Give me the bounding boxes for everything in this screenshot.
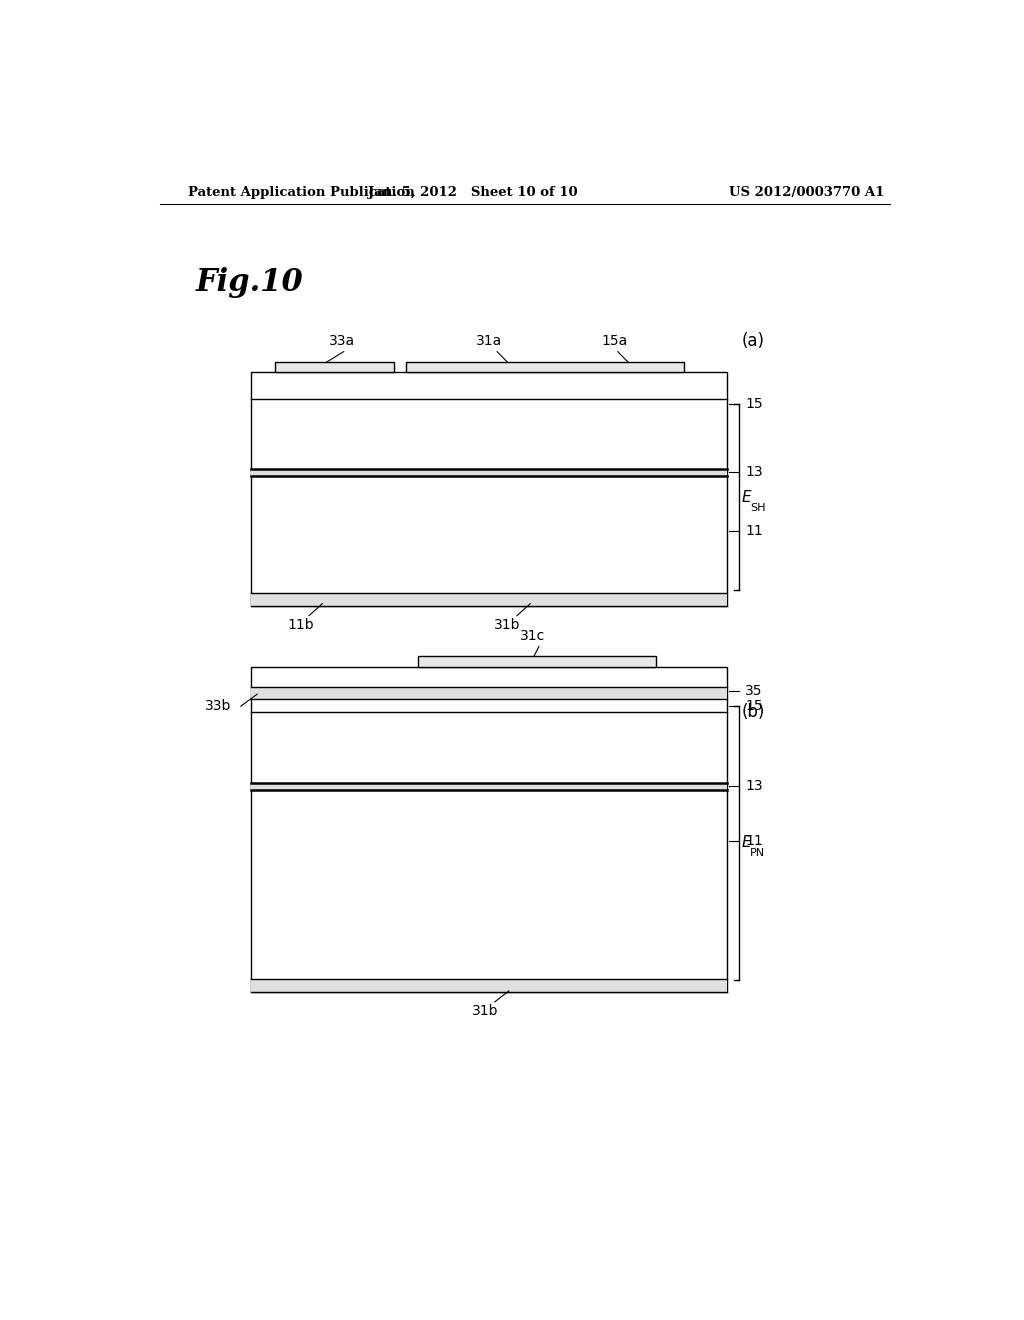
Bar bbox=[251, 470, 727, 475]
Bar bbox=[251, 686, 727, 700]
Text: 35: 35 bbox=[745, 684, 763, 698]
Text: Patent Application Publication: Patent Application Publication bbox=[187, 186, 415, 199]
Text: 33a: 33a bbox=[329, 334, 355, 348]
Text: 15a: 15a bbox=[601, 334, 628, 348]
Text: 11: 11 bbox=[745, 524, 763, 539]
Text: E: E bbox=[741, 836, 751, 850]
Text: 13: 13 bbox=[745, 466, 763, 479]
Text: PN: PN bbox=[751, 849, 765, 858]
Text: 11b: 11b bbox=[288, 618, 314, 632]
Bar bbox=[251, 372, 727, 606]
Text: 11: 11 bbox=[745, 834, 763, 849]
Text: Jan. 5, 2012   Sheet 10 of 10: Jan. 5, 2012 Sheet 10 of 10 bbox=[369, 186, 578, 199]
Text: 31b: 31b bbox=[472, 1005, 499, 1018]
Text: US 2012/0003770 A1: US 2012/0003770 A1 bbox=[729, 186, 884, 199]
Bar bbox=[251, 594, 727, 606]
Text: Fig.10: Fig.10 bbox=[196, 267, 303, 298]
Text: 13: 13 bbox=[745, 779, 763, 792]
Text: 33b: 33b bbox=[205, 700, 231, 713]
Bar bbox=[251, 978, 727, 991]
Text: SH: SH bbox=[751, 503, 766, 512]
Text: 31c: 31c bbox=[520, 630, 546, 643]
Text: 15: 15 bbox=[745, 397, 763, 412]
Bar bbox=[274, 362, 394, 372]
Text: 31b: 31b bbox=[495, 618, 520, 632]
Text: (b): (b) bbox=[741, 704, 765, 721]
Text: 31a: 31a bbox=[476, 334, 502, 348]
Bar bbox=[406, 362, 684, 372]
Text: (a): (a) bbox=[741, 333, 765, 350]
Bar bbox=[251, 667, 727, 991]
Bar bbox=[418, 656, 655, 667]
Text: 15: 15 bbox=[745, 700, 763, 713]
Bar bbox=[251, 784, 727, 789]
Text: E: E bbox=[741, 490, 751, 504]
